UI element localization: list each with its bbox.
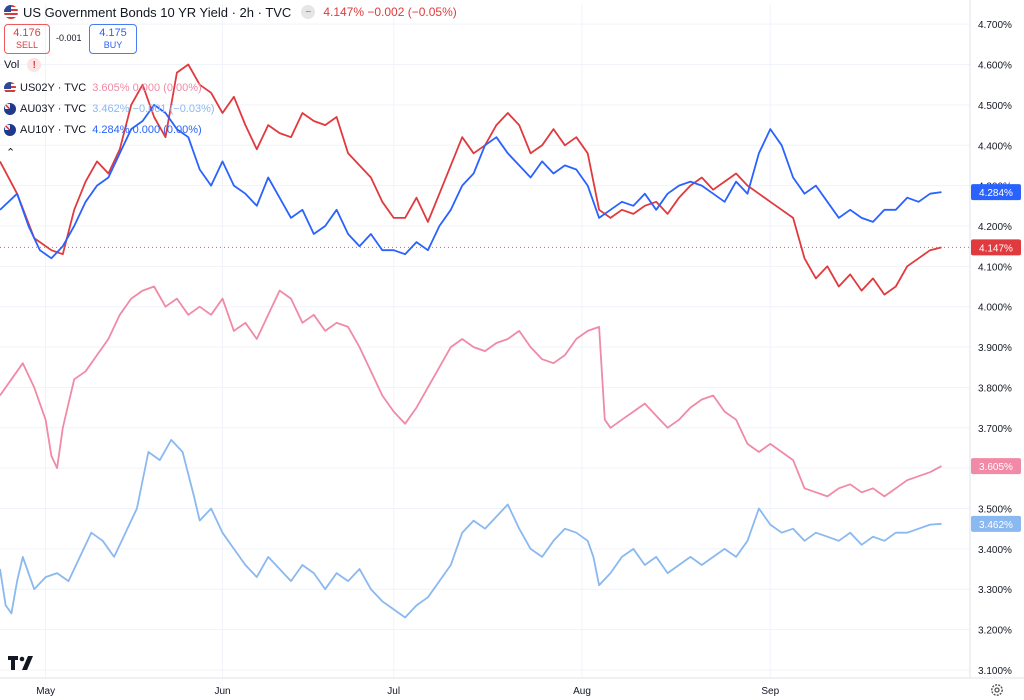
last-value-badge-us02y [971, 458, 1021, 475]
sell-button[interactable]: 4.176 SELL [4, 24, 50, 54]
y-tick-label: 3.900% [978, 343, 1012, 354]
series-line-us02y [0, 285, 942, 498]
volume-indicator[interactable]: Vol ! [4, 58, 42, 72]
y-tick-label: 3.200% [978, 626, 1012, 637]
buy-price: 4.175 [99, 27, 127, 39]
x-tick-label: Jun [214, 686, 230, 697]
legend-value: 3.605% 0.000 (0.00%) [92, 82, 202, 94]
buy-button[interactable]: 4.175 BUY [89, 24, 137, 54]
y-tick-label: 4.500% [978, 101, 1012, 112]
vol-label: Vol [4, 59, 20, 71]
last-value-badge-au10y [971, 184, 1021, 201]
y-tick-label: 4.400% [978, 141, 1012, 152]
y-tick-label: 3.700% [978, 424, 1012, 435]
legend-value: 4.284% 0.000 (0.00%) [92, 124, 202, 136]
collapse-legend-icon[interactable]: ⌃ [6, 147, 16, 159]
y-tick-label: 3.500% [978, 504, 1012, 515]
legend-item-au10y[interactable]: AU10Y · TVC 4.284% 0.000 (0.00%) [4, 122, 202, 138]
legend-value: 3.462% −0.001 (−0.03%) [92, 103, 215, 115]
y-tick-label: 4.200% [978, 222, 1012, 233]
last-value-label-au10y: 4.284% [979, 188, 1013, 199]
us-flag-icon [4, 82, 16, 94]
legend-symbol: AU10Y · TVC [20, 124, 87, 136]
last-value-badge-au03y [971, 515, 1021, 532]
y-tick-label: 4.000% [978, 303, 1012, 314]
x-tick-label: May [36, 686, 55, 697]
last-value-badge-us10y [971, 239, 1021, 256]
y-tick-label: 4.100% [978, 262, 1012, 273]
x-tick-label: Jul [387, 686, 400, 697]
au-flag-icon [4, 124, 16, 136]
minus-icon[interactable]: − [301, 5, 316, 19]
us-flag-icon [4, 5, 18, 19]
series-line-au03y [0, 439, 942, 619]
legend-item-au03y[interactable]: AU03Y · TVC 3.462% −0.001 (−0.03%) [4, 101, 215, 117]
warning-icon[interactable]: ! [27, 58, 42, 72]
series-line-us10y [0, 63, 942, 296]
legend-symbol: US02Y · TVC [20, 82, 87, 94]
legend-symbol: AU03Y · TVC [20, 103, 87, 115]
last-value-label-au03y: 3.462% [979, 520, 1013, 531]
au-flag-icon [4, 103, 16, 115]
spread-value: -0.001 [56, 33, 82, 43]
settings-gear-icon[interactable] [990, 683, 1004, 697]
y-tick-label: 4.700% [978, 20, 1012, 31]
last-value-label-us02y: 3.605% [979, 462, 1013, 473]
y-tick-label: 3.300% [978, 585, 1012, 596]
last-value-label-us10y: 4.147% [979, 243, 1013, 254]
sell-label: SELL [15, 40, 39, 50]
tradingview-logo-icon[interactable] [8, 656, 34, 670]
y-tick-label: 3.400% [978, 545, 1012, 556]
price-change: 4.147% −0.002 (−0.05%) [323, 5, 457, 19]
series-line-au10y [0, 104, 942, 260]
symbol-header[interactable]: US Government Bonds 10 YR Yield · 2h · T… [4, 2, 457, 22]
legend-item-us02y[interactable]: US02Y · TVC 3.605% 0.000 (0.00%) [4, 80, 202, 96]
sell-price: 4.176 [13, 27, 41, 39]
buy-label: BUY [103, 40, 123, 50]
y-tick-label: 4.600% [978, 61, 1012, 72]
x-tick-label: Aug [573, 686, 591, 697]
symbol-title: US Government Bonds 10 YR Yield · 2h · T… [23, 4, 292, 20]
y-tick-label: 3.800% [978, 383, 1012, 394]
y-tick-label: 3.100% [978, 666, 1012, 677]
x-tick-label: Sep [761, 686, 779, 697]
